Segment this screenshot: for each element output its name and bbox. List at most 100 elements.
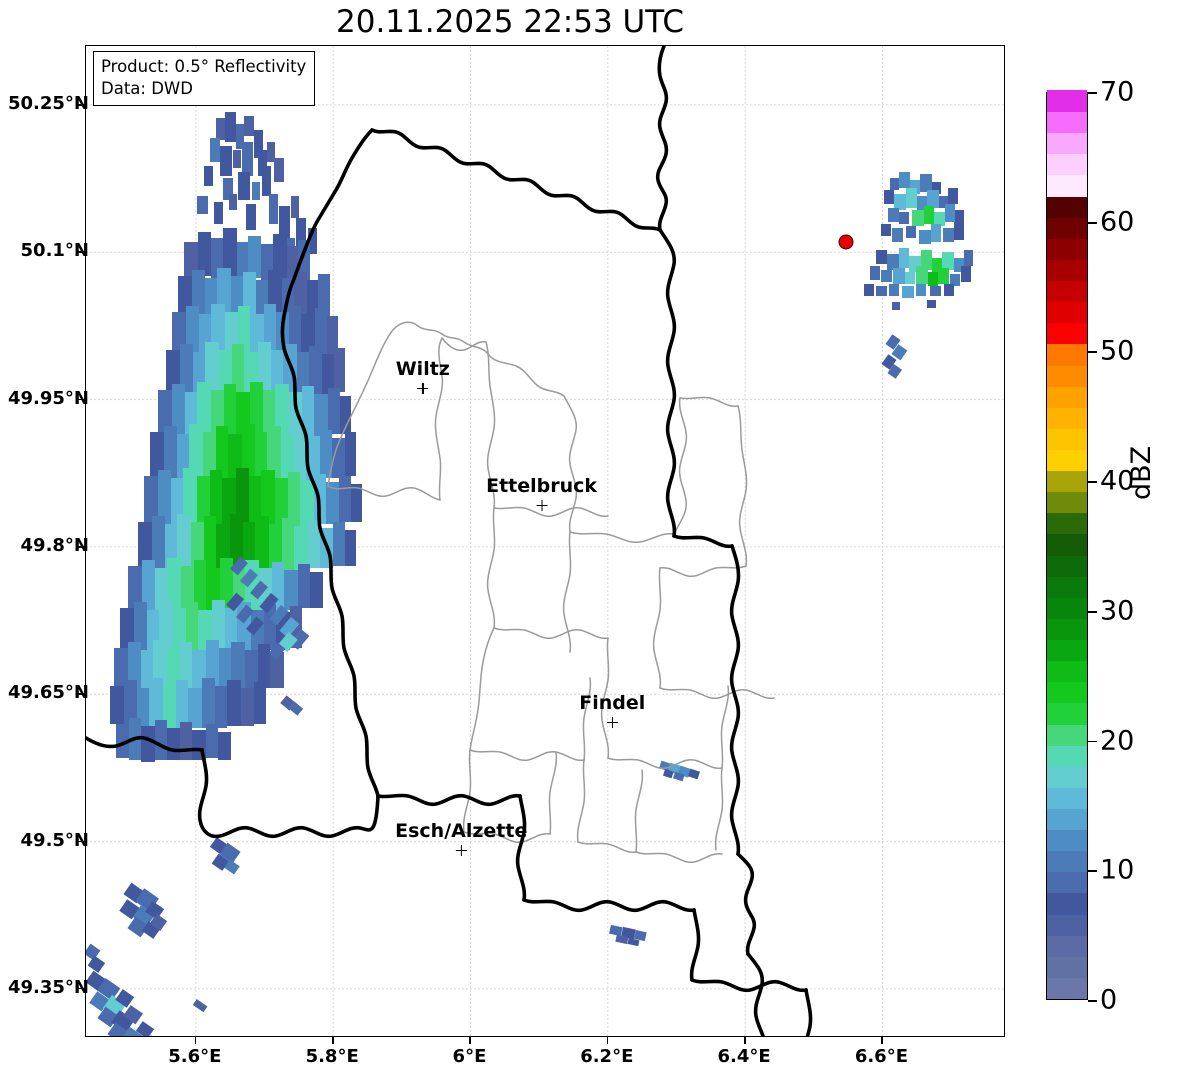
city-name: Wiltz: [395, 357, 450, 380]
colorbar-band: [1047, 407, 1087, 429]
colorbar-tick-mark: [1088, 481, 1097, 483]
colorbar-band: [1047, 385, 1087, 408]
lat-tick-mark: [78, 398, 85, 401]
colorbar-tick-mark: [1088, 351, 1097, 354]
colorbar-band: [1047, 723, 1087, 746]
colorbar: [1046, 90, 1088, 1000]
lat-tick-label: 50.1°N: [20, 240, 89, 262]
lat-tick-label: 50.25°N: [8, 92, 89, 114]
lon-tick-label: 5.6°E: [168, 1046, 222, 1067]
colorbar-tick-label: 60: [1100, 206, 1135, 238]
colorbar-band: [1047, 702, 1087, 725]
lon-tick-label: 6°E: [452, 1046, 487, 1067]
colorbar-tick-mark: [1088, 740, 1097, 743]
lon-tick-mark: [469, 1037, 472, 1044]
colorbar-band: [1047, 470, 1087, 493]
colorbar-band: [1047, 850, 1087, 873]
lat-tick-mark: [78, 251, 85, 253]
city-name: Findel: [579, 691, 646, 714]
colorbar-tick-label: 50: [1100, 335, 1135, 367]
figure-title: 20.11.2025 22:53 UTC: [336, 4, 684, 40]
colorbar-band: [1047, 956, 1087, 978]
colorbar-band: [1047, 660, 1087, 683]
colorbar-band: [1047, 913, 1087, 936]
colorbar-axis-label: dBZ: [1126, 445, 1157, 500]
product-line: Product: 0.5° Reflectivity: [101, 57, 307, 76]
colorbar-tick-mark: [1088, 610, 1097, 613]
map-canvas: [86, 46, 1004, 1036]
colorbar-band: [1047, 787, 1087, 809]
colorbar-band: [1047, 639, 1087, 662]
city-cross-marker: [536, 499, 548, 511]
colorbar-band: [1047, 449, 1087, 472]
product-info-box: Product: 0.5° Reflectivity Data: DWD: [93, 51, 316, 107]
city-cross-marker: [417, 382, 429, 394]
national-borders: [86, 46, 813, 1036]
lon-tick-mark: [194, 1037, 197, 1044]
lon-tick-label: 5.8°E: [305, 1046, 359, 1067]
lat-tick-mark: [78, 840, 85, 843]
lat-tick-label: 49.35°N: [8, 976, 89, 998]
colorbar-band: [1047, 533, 1087, 556]
colorbar-band: [1047, 829, 1087, 852]
lon-tick-mark: [606, 1037, 609, 1044]
colorbar-band: [1047, 238, 1087, 260]
city-cross-marker: [455, 844, 467, 856]
map-plot-area: [85, 45, 1005, 1037]
colorbar-band: [1047, 364, 1087, 387]
lat-tick-mark: [78, 987, 85, 990]
lon-tick-label: 6.4°E: [717, 1046, 771, 1067]
colorbar-tick-label: 0: [1100, 984, 1118, 1016]
city-name: Esch/Alzette: [395, 819, 528, 842]
colorbar-tick-mark: [1088, 221, 1097, 224]
colorbar-band: [1047, 343, 1087, 366]
data-source-line: Data: DWD: [101, 79, 193, 99]
colorbar-band: [1047, 554, 1087, 577]
colorbar-band: [1047, 871, 1087, 894]
radar-reflectivity-layer: [86, 112, 973, 1036]
city-label-ettelbruck: Ettelbruck: [486, 474, 598, 511]
lat-tick-label: 49.5°N: [20, 829, 89, 851]
radar-site-marker[interactable]: [838, 234, 854, 250]
colorbar-band: [1047, 766, 1087, 788]
colorbar-band: [1047, 280, 1087, 303]
city-cross-marker: [606, 716, 618, 728]
colorbar-band: [1047, 132, 1087, 155]
colorbar-band: [1047, 597, 1087, 619]
colorbar-tick-label: 20: [1100, 725, 1135, 757]
canton-boundaries: [327, 321, 775, 864]
colorbar-band: [1047, 491, 1087, 514]
lon-tick-mark: [744, 1037, 746, 1044]
colorbar-band: [1047, 808, 1087, 831]
colorbar-tick-mark: [1088, 870, 1097, 873]
lat-tick-mark: [78, 693, 85, 695]
colorbar-tick-mark: [1088, 1000, 1097, 1002]
lat-tick-label: 49.95°N: [8, 387, 89, 409]
colorbar-band: [1047, 575, 1087, 598]
colorbar-band: [1047, 618, 1087, 641]
colorbar-band: [1047, 111, 1087, 134]
colorbar-band: [1047, 301, 1087, 324]
colorbar-band: [1047, 428, 1087, 450]
colorbar-band: [1047, 174, 1087, 197]
colorbar-tick-label: 10: [1100, 854, 1135, 886]
city-name: Ettelbruck: [486, 474, 598, 497]
colorbar-band: [1047, 153, 1087, 176]
colorbar-band: [1047, 512, 1087, 535]
colorbar-band: [1047, 322, 1087, 345]
lat-tick-label: 49.8°N: [20, 534, 89, 556]
lon-tick-mark: [881, 1037, 883, 1044]
colorbar-band: [1047, 977, 1087, 999]
colorbar-tick-label: 40: [1100, 465, 1135, 497]
city-label-esch-alzette: Esch/Alzette: [395, 819, 528, 856]
city-label-findel: Findel: [579, 691, 646, 728]
lat-tick-mark: [78, 103, 85, 106]
city-label-wiltz: Wiltz: [395, 357, 450, 394]
lon-tick-label: 6.2°E: [580, 1046, 634, 1067]
colorbar-band: [1047, 681, 1087, 704]
lat-tick-label: 49.65°N: [8, 682, 89, 704]
lon-tick-label: 6.6°E: [854, 1046, 908, 1067]
lon-tick-mark: [332, 1037, 334, 1044]
lat-tick-mark: [78, 545, 85, 548]
